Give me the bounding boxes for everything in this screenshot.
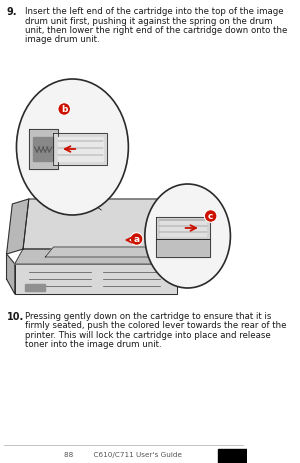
Polygon shape [58,138,103,162]
Polygon shape [45,247,160,257]
Text: Insert the left end of the cartridge into the top of the image: Insert the left end of the cartridge int… [25,7,283,16]
Polygon shape [156,239,210,257]
Text: firmly seated, push the colored lever towards the rear of the: firmly seated, push the colored lever to… [25,321,286,330]
Polygon shape [218,449,247,463]
Text: b: b [61,105,68,114]
Text: image drum unit.: image drum unit. [25,36,99,44]
Text: 9.: 9. [7,7,17,17]
Circle shape [16,80,128,216]
Text: 88         C610/C711 User's Guide: 88 C610/C711 User's Guide [64,451,182,457]
Polygon shape [25,284,45,291]
Polygon shape [7,255,15,294]
Text: drum unit first, pushing it against the spring on the drum: drum unit first, pushing it against the … [25,17,272,25]
Polygon shape [23,200,185,250]
Polygon shape [15,250,185,264]
Text: c: c [208,212,213,221]
Text: toner into the image drum unit.: toner into the image drum unit. [25,340,161,349]
Polygon shape [33,138,53,162]
Circle shape [145,185,230,288]
Polygon shape [29,130,58,169]
Text: 10.: 10. [7,311,24,321]
Polygon shape [160,221,206,237]
Polygon shape [53,134,107,166]
Polygon shape [15,264,177,294]
Polygon shape [15,250,185,264]
Text: a: a [134,235,140,244]
Text: unit, then lower the right end of the cartridge down onto the: unit, then lower the right end of the ca… [25,26,287,35]
Text: printer. This will lock the cartridge into place and release: printer. This will lock the cartridge in… [25,330,270,339]
Polygon shape [156,218,210,239]
Text: Pressing gently down on the cartridge to ensure that it is: Pressing gently down on the cartridge to… [25,311,271,320]
Polygon shape [7,200,29,255]
